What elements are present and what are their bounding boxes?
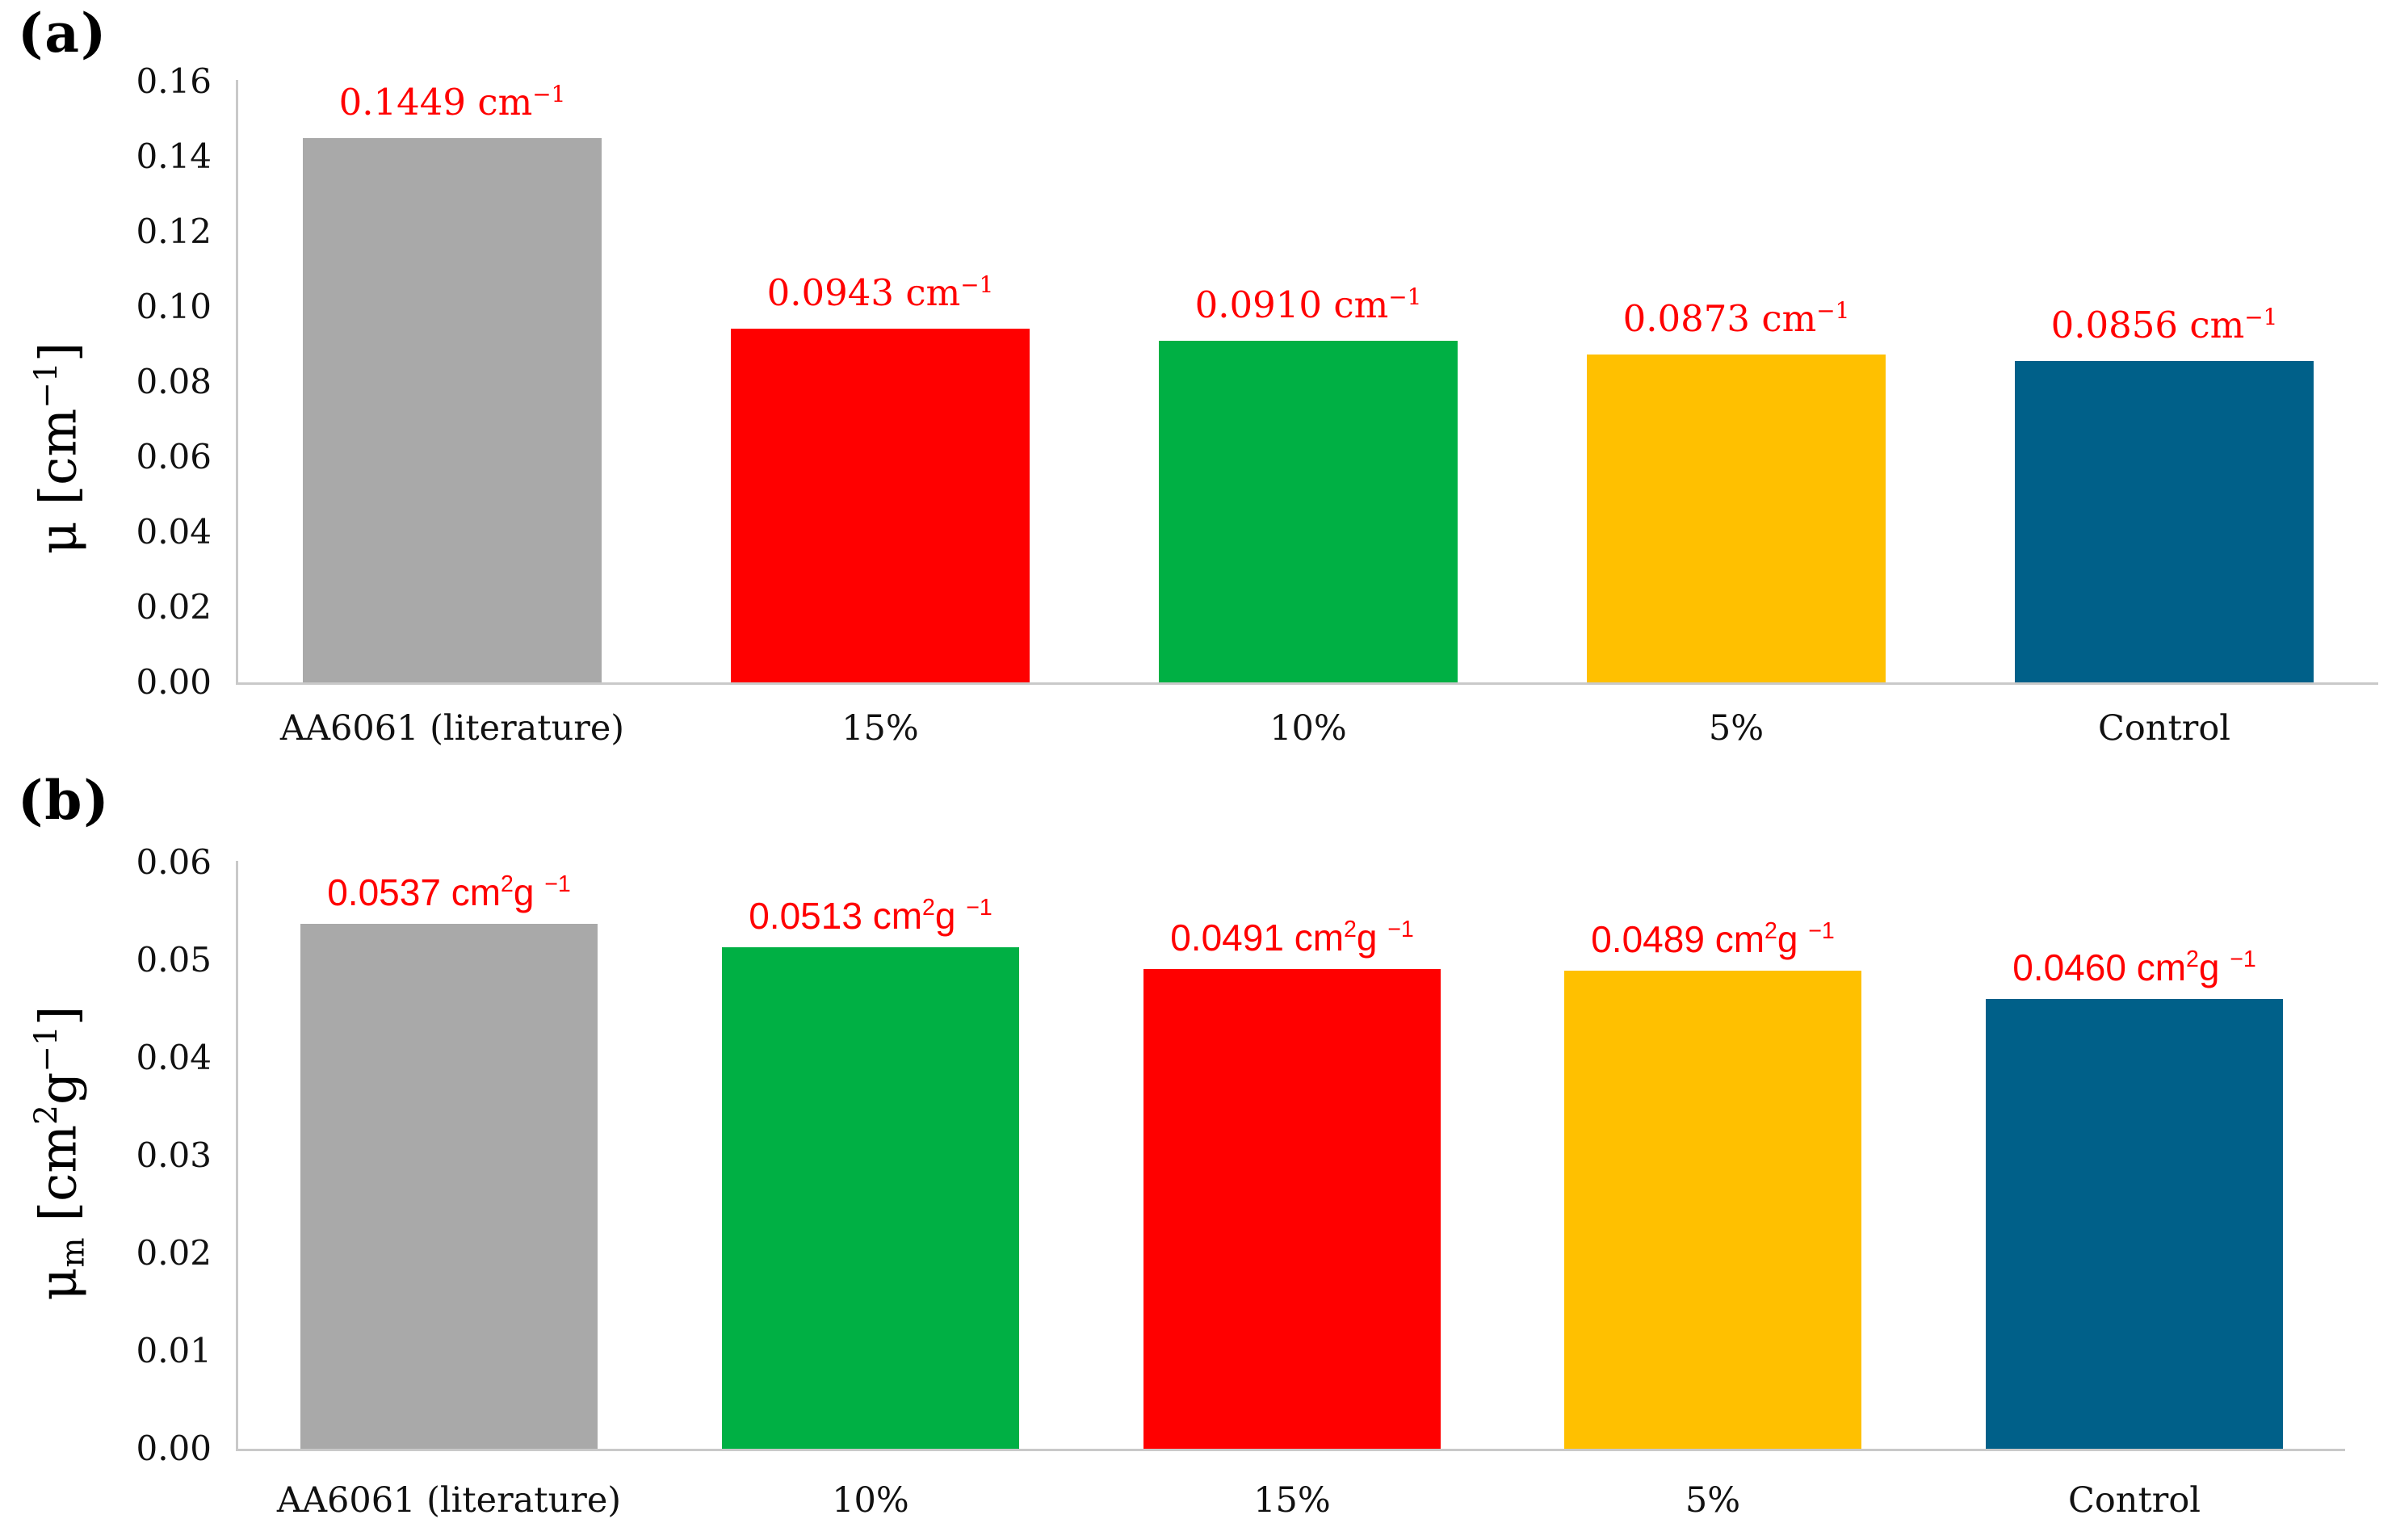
text-run: 0.0856 (2050, 304, 2179, 346)
y-tick-label: 0.08 (136, 362, 212, 401)
bar-value-label: 0.0489 cm2g −1 (1398, 917, 2028, 967)
y-tick-label: 0.04 (136, 1038, 212, 1077)
y-tick-label: 0.01 (136, 1331, 212, 1370)
y-tick-label: 0.06 (136, 437, 212, 476)
text-run: 0.0489 (1591, 918, 1705, 960)
y-axis-line (236, 861, 238, 1451)
category-label: Control (2068, 1480, 2201, 1521)
superscript-text: 2 (1344, 917, 1357, 943)
bar-value-label: 0.0943 cm−1 (565, 271, 1195, 321)
y-axis-line (236, 80, 238, 685)
y-tick-label: 0.10 (136, 287, 212, 326)
y-tick-label: 0.14 (136, 136, 212, 176)
y-tick-label: 0.02 (136, 587, 212, 627)
bar (300, 924, 598, 1449)
bar (303, 138, 602, 682)
bar (731, 329, 1030, 682)
text-run: 0.0873 (1622, 297, 1751, 340)
x-axis-line (236, 682, 2378, 685)
y-tick-label: 0.03 (136, 1135, 212, 1175)
superscript-text: −1 (532, 80, 566, 107)
bar-value-label: 0.0491 cm2g −1 (977, 915, 1607, 966)
y-tick-label: 0.00 (136, 662, 212, 702)
superscript-text: 2 (2186, 946, 2199, 973)
superscript-text: −1 (1816, 296, 1850, 324)
category-label: 10% (1269, 708, 1347, 749)
text-run: cm (466, 81, 533, 124)
text-run: cm (1322, 283, 1389, 326)
text-run: cm (2125, 946, 2187, 988)
category-label: AA6061 (literature) (279, 708, 625, 749)
bar-value-label: 0.0873 cm−1 (1421, 296, 2051, 346)
superscript-text: −1 (2244, 303, 2278, 330)
bar-value-label: 0.0910 cm−1 (993, 283, 1623, 333)
text-run: 0.0460 (2012, 946, 2126, 988)
text-run: 0.1449 (338, 81, 467, 124)
category-label: 5% (1685, 1480, 1741, 1521)
text-run: cm (1750, 297, 1817, 340)
bar (722, 947, 1019, 1449)
bar (1986, 999, 2283, 1449)
text-run: g (934, 895, 967, 937)
superscript-text: −1 (1387, 917, 1414, 943)
text-run: cm (2178, 304, 2245, 346)
text-run: ] (28, 1005, 88, 1026)
bar (1159, 341, 1458, 682)
bar-value-label: 0.0537 cm2g −1 (134, 870, 764, 921)
panel-a-label: (a) (18, 2, 108, 65)
text-run: cm (894, 271, 961, 314)
superscript-text: −1 (960, 271, 994, 298)
superscript-text: 2 (922, 895, 935, 921)
bar (1587, 355, 1886, 682)
text-run: g (1356, 917, 1388, 959)
panel-b-label: (b) (18, 769, 111, 832)
category-label: AA6061 (literature) (276, 1480, 622, 1521)
y-tick-label: 0.12 (136, 212, 212, 251)
superscript-text: −1 (1808, 918, 1835, 945)
text-run: 0.0491 (1170, 917, 1284, 959)
category-label: Control (2098, 708, 2230, 749)
category-label: 15% (1253, 1480, 1331, 1521)
superscript-text: −1 (544, 871, 571, 898)
text-run: 0.0513 (749, 895, 862, 937)
text-run: cm (440, 871, 501, 913)
superscript-text: 2 (28, 1105, 65, 1125)
superscript-text: 2 (1764, 918, 1777, 945)
text-run: 0.0943 (766, 271, 895, 314)
text-run: g (1777, 918, 1809, 960)
superscript-text: −1 (966, 895, 992, 921)
bar-value-label: 0.1449 cm−1 (137, 80, 767, 130)
bar (2015, 361, 2314, 682)
superscript-text: 2 (501, 871, 514, 898)
bar (1143, 969, 1441, 1449)
text-run: cm (862, 895, 923, 937)
superscript-text: −1 (1388, 283, 1422, 310)
text-run: 0.0910 (1194, 283, 1323, 326)
y-tick-label: 0.16 (136, 61, 212, 101)
text-run: cm (1704, 918, 1765, 960)
text-run: 0.0537 (327, 871, 441, 913)
x-axis-line (236, 1449, 2345, 1451)
text-run: ] (28, 342, 88, 363)
text-run: g (513, 871, 545, 913)
text-run: cm (1283, 917, 1345, 959)
y-tick-label: 0.02 (136, 1233, 212, 1273)
bar-value-label: 0.0513 cm2g −1 (556, 893, 1185, 944)
y-tick-label: 0.00 (136, 1429, 212, 1468)
y-tick-label: 0.06 (136, 842, 212, 882)
bar (1564, 971, 1861, 1449)
bar-value-label: 0.0460 cm2g −1 (1819, 945, 2396, 996)
category-label: 10% (832, 1480, 909, 1521)
superscript-text: −1 (2230, 946, 2256, 973)
y-tick-label: 0.04 (136, 512, 212, 552)
text-run: g (2198, 946, 2230, 988)
category-label: 5% (1708, 708, 1764, 749)
category-label: 15% (841, 708, 919, 749)
y-tick-label: 0.05 (136, 940, 212, 980)
bar-value-label: 0.0856 cm−1 (1849, 303, 2396, 353)
